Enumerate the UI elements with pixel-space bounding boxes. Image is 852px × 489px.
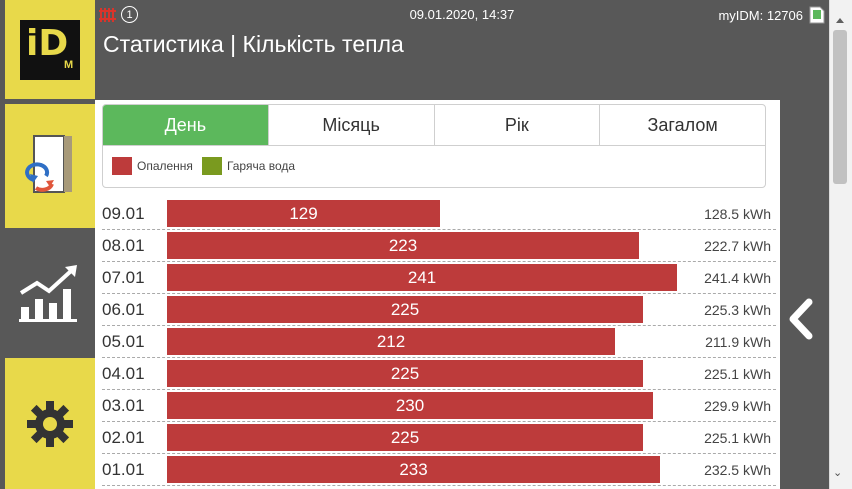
tab-total[interactable]: Загалом bbox=[599, 105, 765, 145]
list-item: 01.01 233 232.5 kWh bbox=[102, 454, 776, 486]
settings-gear-icon bbox=[27, 400, 73, 447]
row-date: 01.01 bbox=[102, 460, 145, 479]
heating-bar: 241 bbox=[167, 264, 677, 291]
legend-heating-label: Опалення bbox=[137, 159, 193, 173]
tab-month[interactable]: Місяць bbox=[267, 105, 434, 145]
legend: Опалення Гаряча вода bbox=[103, 146, 765, 175]
row-kwh: 222.7 kWh bbox=[704, 238, 771, 254]
legend-heating[interactable]: Опалення bbox=[112, 157, 193, 175]
statistics-icon bbox=[19, 265, 77, 322]
row-kwh: 229.9 kWh bbox=[704, 398, 771, 414]
tab-day[interactable]: День bbox=[103, 105, 268, 145]
heating-bar: 225 bbox=[167, 424, 643, 451]
row-kwh: 225.3 kWh bbox=[704, 302, 771, 318]
list-item: 02.01 225 225.1 kWh bbox=[102, 422, 776, 454]
heating-bar: 129 bbox=[167, 200, 440, 227]
idm-logo: iD M bbox=[20, 19, 80, 80]
heating-bar: 230 bbox=[167, 392, 653, 419]
left-navigation: iD M bbox=[0, 0, 95, 489]
period-tabs: День Місяць Рік Загалом bbox=[103, 105, 765, 146]
sd-card-icon[interactable] bbox=[809, 6, 825, 24]
period-panel: День Місяць Рік Загалом Опалення Гаряча … bbox=[102, 104, 766, 188]
page-title: Статистика | Кількість тепла bbox=[103, 31, 404, 57]
legend-hot-water-label: Гаряча вода bbox=[226, 159, 296, 173]
logo-text: iD bbox=[26, 22, 69, 64]
list-item: 09.01 129 128.5 kWh bbox=[102, 198, 776, 230]
heat-pump-menu-button[interactable] bbox=[5, 104, 95, 228]
scroll-thumb[interactable] bbox=[833, 30, 847, 184]
heat-quantity-list: 09.01 129 128.5 kWh 08.01 223 222.7 kWh … bbox=[102, 198, 776, 486]
settings-button[interactable] bbox=[5, 358, 95, 489]
row-date: 06.01 bbox=[102, 300, 145, 319]
notification-icon[interactable]: 1 bbox=[121, 6, 138, 23]
heating-bar: 212 bbox=[167, 328, 615, 355]
list-item: 06.01 225 225.3 kWh bbox=[102, 294, 776, 326]
idm-logo-tile[interactable]: iD M bbox=[5, 0, 95, 99]
row-kwh: 211.9 kWh bbox=[705, 334, 771, 350]
row-kwh: 225.1 kWh bbox=[704, 366, 771, 382]
row-kwh: 232.5 kWh bbox=[704, 462, 771, 478]
row-date: 02.01 bbox=[102, 428, 145, 447]
scrollbar[interactable]: ⌄ bbox=[829, 0, 852, 489]
logo-subtext: M bbox=[64, 58, 74, 71]
row-kwh: 128.5 kWh bbox=[704, 206, 771, 222]
scroll-down-arrow[interactable]: ⌄ bbox=[833, 467, 843, 479]
row-date: 09.01 bbox=[102, 204, 145, 223]
heating-bar: 223 bbox=[167, 232, 639, 259]
list-item: 07.01 241 241.4 kWh bbox=[102, 262, 776, 294]
row-date: 08.01 bbox=[102, 236, 145, 255]
right-sidebar bbox=[780, 100, 829, 489]
back-chevron-icon[interactable] bbox=[787, 298, 815, 340]
legend-heating-swatch bbox=[112, 157, 132, 175]
device-id: myIDM: 12706 bbox=[718, 7, 803, 23]
status-right: myIDM: 12706 bbox=[718, 6, 825, 24]
heating-bar: 225 bbox=[167, 360, 643, 387]
legend-hot-water[interactable]: Гаряча вода bbox=[201, 157, 296, 175]
heating-bar: 225 bbox=[167, 296, 643, 323]
row-date: 04.01 bbox=[102, 364, 145, 383]
row-kwh: 225.1 kWh bbox=[704, 430, 771, 446]
header: 1 09.01.2020, 14:37 myIDM: 12706 Статист… bbox=[95, 0, 829, 100]
row-kwh: 241.4 kWh bbox=[704, 270, 771, 286]
notification-count: 1 bbox=[126, 8, 133, 21]
status-icons: 1 bbox=[99, 6, 138, 23]
heat-pump-menu-icon bbox=[25, 135, 72, 193]
statistics-button[interactable] bbox=[5, 231, 95, 355]
list-item: 05.01 212 211.9 kWh bbox=[102, 326, 776, 358]
status-datetime: 09.01.2020, 14:37 bbox=[409, 7, 515, 22]
heating-bar: 233 bbox=[167, 456, 660, 483]
row-date: 03.01 bbox=[102, 396, 145, 415]
tab-year[interactable]: Рік bbox=[433, 105, 600, 145]
list-item: 03.01 230 229.9 kWh bbox=[102, 390, 776, 422]
row-date: 05.01 bbox=[102, 332, 145, 351]
list-item: 04.01 225 225.1 kWh bbox=[102, 358, 776, 390]
scroll-up-arrow[interactable] bbox=[836, 18, 844, 23]
list-item: 08.01 223 222.7 kWh bbox=[102, 230, 776, 262]
heating-status-icon[interactable] bbox=[99, 7, 117, 23]
row-date: 07.01 bbox=[102, 268, 145, 287]
legend-hot-water-swatch bbox=[201, 157, 222, 175]
